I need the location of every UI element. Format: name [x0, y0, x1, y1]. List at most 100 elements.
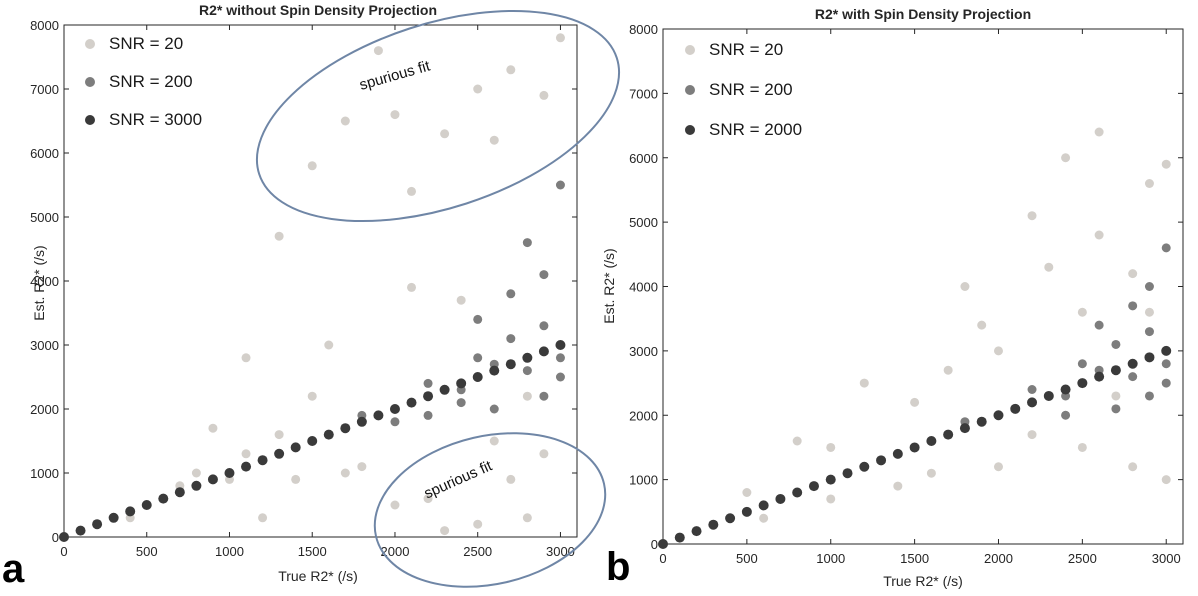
- scatter-point: [759, 513, 769, 523]
- scatter-point: [943, 365, 953, 375]
- scatter-point: [1161, 359, 1171, 369]
- scatter-point: [373, 46, 383, 56]
- scatter-point: [1043, 390, 1054, 401]
- scatter-point: [440, 526, 450, 536]
- plot-frame: [63, 24, 578, 538]
- y-tick-label: 6000: [30, 146, 59, 161]
- scatter-point: [1044, 262, 1054, 272]
- y-tick-label: 6000: [629, 151, 658, 166]
- y-axis-label: Est. R2* (/s): [31, 245, 47, 320]
- scatter-point: [456, 295, 466, 305]
- scatter-point: [1111, 404, 1121, 414]
- scatter-point: [539, 391, 549, 401]
- scatter-point: [1094, 371, 1105, 382]
- y-tick-label: 3000: [30, 338, 59, 353]
- scatter-point: [307, 436, 318, 446]
- scatter-point: [440, 129, 450, 139]
- x-tick-label: 0: [659, 551, 666, 566]
- scatter-point: [1144, 282, 1154, 291]
- plot-area-b: 0 500 1000 1500 2000 2500 3000 0 1000 2000 3000 400…: [629, 22, 1184, 566]
- scatter-point: [1027, 385, 1037, 394]
- scatter-point: [59, 532, 69, 542]
- scatter-point: [307, 161, 317, 171]
- y-tick-label: 8000: [629, 22, 658, 37]
- x-tick-label: 2000: [381, 544, 410, 559]
- scatter-point: [522, 513, 532, 523]
- x-tick-label: 1000: [215, 544, 244, 559]
- scatter-point: [257, 455, 268, 466]
- scatter-point: [390, 110, 400, 120]
- scatter-point: [859, 378, 869, 388]
- scatter-point: [1110, 365, 1121, 376]
- scatter-point: [290, 442, 301, 453]
- y-axis-label: Est. R2* (/s): [601, 248, 617, 323]
- scatter-point: [473, 353, 483, 363]
- scatter-point: [1144, 391, 1154, 401]
- scatter-point: [472, 372, 483, 382]
- scatter-point: [1061, 410, 1071, 420]
- scatter-point: [1144, 327, 1154, 337]
- scatter-point: [977, 320, 987, 330]
- scatter-point: [489, 135, 499, 145]
- scatter-point: [473, 314, 483, 324]
- scatter-point: [1144, 307, 1154, 317]
- scatter-point: [1128, 462, 1138, 472]
- y-tick-label: 8000: [30, 18, 59, 33]
- scatter-point: [274, 231, 284, 241]
- scatter-point: [1077, 442, 1087, 452]
- scatter-point: [489, 365, 500, 376]
- x-tick-label: 0: [60, 544, 67, 559]
- scatter-point: [859, 461, 870, 472]
- scatter-point: [307, 391, 317, 401]
- scatter-point: [1077, 359, 1087, 369]
- scatter-point: [539, 321, 549, 331]
- scatter-point: [742, 488, 752, 497]
- scatter-point: [1161, 345, 1172, 356]
- legend-marker: [85, 77, 95, 87]
- y-tick-label: 1000: [30, 466, 59, 481]
- scatter-point: [340, 423, 351, 434]
- scatter-point: [1077, 378, 1088, 389]
- scatter-point: [825, 474, 836, 485]
- x-tick-label: 2500: [1068, 551, 1097, 566]
- scatter-point: [539, 90, 549, 100]
- scatter-point: [208, 423, 218, 433]
- scatter-point: [92, 519, 103, 530]
- scatter-point: [1060, 384, 1071, 395]
- spurious-fit-ellipse-top: [255, 9, 621, 223]
- scatter-point: [373, 410, 384, 421]
- scatter-point: [1077, 307, 1087, 317]
- x-tick-label: 500: [736, 551, 758, 566]
- scatter-point: [1128, 269, 1138, 279]
- scatter-point: [241, 449, 251, 459]
- scatter-point: [808, 481, 819, 492]
- x-tick-label: 500: [136, 544, 158, 559]
- scatter-point: [174, 487, 185, 498]
- scatter-point: [274, 430, 284, 440]
- scatter-point: [876, 455, 887, 466]
- scatter-point: [1128, 301, 1138, 311]
- scatter-point: [390, 500, 400, 510]
- scatter-point: [274, 448, 285, 459]
- scatter-point: [158, 493, 169, 504]
- scatter-point: [506, 289, 516, 299]
- scatter-point: [539, 270, 549, 280]
- scatter-point: [993, 410, 1004, 421]
- scatter-point: [406, 397, 417, 408]
- scatter-point: [423, 378, 433, 388]
- scatter-point: [708, 519, 719, 530]
- scatter-point: [191, 468, 201, 478]
- y-tick-label: 5000: [30, 210, 59, 225]
- scatter-point: [258, 513, 268, 523]
- panel-letter-b: b: [606, 545, 630, 589]
- scatter-point: [456, 398, 466, 408]
- scatter-point: [775, 493, 786, 504]
- scatter-point: [960, 282, 970, 291]
- legend-label: SNR = 200: [709, 80, 793, 99]
- scatter-point: [324, 340, 334, 350]
- y-tick-label: 2000: [30, 402, 59, 417]
- scatter-point: [323, 429, 334, 440]
- scatter-point: [1161, 243, 1171, 253]
- legend-label: SNR = 3000: [109, 110, 202, 129]
- scatter-point: [555, 372, 565, 382]
